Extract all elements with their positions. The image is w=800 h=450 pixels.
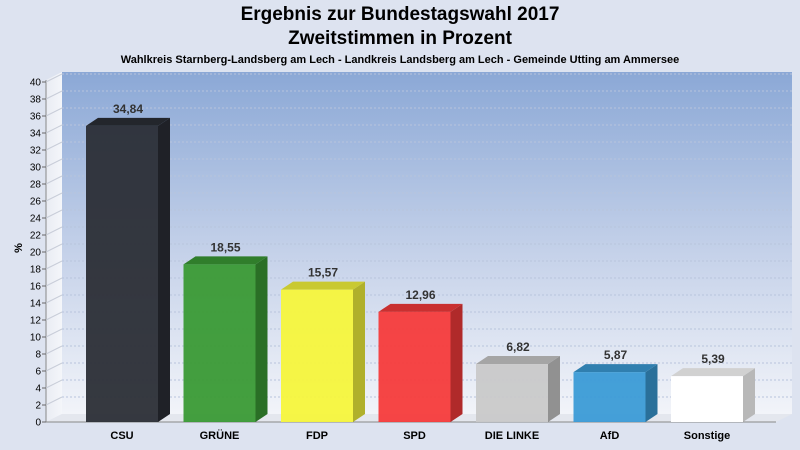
- gridline: [45, 73, 63, 83]
- bar-sonstige: 5,39: [671, 352, 755, 422]
- gridline: [45, 345, 63, 355]
- bar-top: [476, 356, 560, 365]
- bar-top: [281, 281, 365, 290]
- bar-side: [645, 364, 658, 422]
- y-tick-label: 10: [30, 333, 42, 344]
- bar: [476, 364, 548, 422]
- y-tick-label: 32: [30, 146, 42, 157]
- bar-top: [573, 364, 658, 373]
- data-label: 18,55: [210, 240, 240, 254]
- data-label: 5,39: [701, 352, 725, 366]
- bar-side: [158, 117, 170, 423]
- y-tick-label: 0: [35, 418, 41, 429]
- gridline: [45, 277, 63, 287]
- bar: [573, 372, 646, 422]
- bar-csu: 34,84: [86, 102, 170, 423]
- data-label: 6,82: [506, 340, 530, 354]
- gridline: [45, 362, 63, 372]
- data-label: 12,96: [405, 288, 435, 302]
- gridline: [45, 107, 63, 117]
- bar: [671, 376, 743, 422]
- y-tick-label: 8: [35, 350, 41, 361]
- x-axis: CSU GRÜNE FDP SPD DIE LINKE AfD Sonstige: [110, 429, 730, 442]
- bar-afd: 5,87: [573, 348, 658, 422]
- gridline: [45, 90, 63, 100]
- y-tick-label: 38: [30, 95, 42, 106]
- y-tick-label: 36: [30, 112, 42, 123]
- gridline: [45, 141, 63, 151]
- data-label: 34,84: [113, 102, 143, 116]
- y-tick-label: 26: [30, 197, 42, 208]
- gridline: [45, 226, 63, 236]
- y-tick-label: 28: [30, 180, 42, 191]
- y-axis-label: %: [13, 243, 25, 253]
- gridline: [45, 260, 63, 270]
- bar-side: [450, 303, 463, 422]
- gridline: [45, 328, 63, 338]
- bar-top: [378, 303, 463, 312]
- y-tick-label: 34: [30, 129, 42, 140]
- x-tick-label: DIE LINKE: [485, 430, 539, 442]
- y-tick-label: 30: [30, 163, 42, 174]
- gridline: [45, 243, 63, 253]
- gridline: [45, 209, 63, 219]
- bar-grüne: 18,55: [183, 240, 268, 422]
- gridline: [45, 175, 63, 185]
- bar-top: [183, 256, 268, 265]
- y-tick-label: 6: [35, 367, 41, 378]
- bars: 34,84 18,55 15,57 12,96 6,82 5,87 5,39: [86, 102, 755, 423]
- x-tick-label: FDP: [306, 430, 328, 442]
- gridline: [45, 379, 63, 389]
- bar-fdp: 15,57: [281, 266, 365, 422]
- gridline: [45, 124, 63, 134]
- bar: [183, 264, 256, 422]
- y-tick-label: 22: [30, 231, 42, 242]
- bar-top: [671, 368, 755, 377]
- gridline: [45, 396, 63, 406]
- y-tick-label: 20: [30, 248, 42, 259]
- chart-title: Ergebnis zur Bundestagswahl 2017: [240, 4, 560, 25]
- bar: [281, 289, 353, 422]
- chart-title-line2: Zweitstimmen in Prozent: [288, 28, 512, 49]
- gridline: [45, 192, 63, 202]
- bar-die-linke: 6,82: [476, 340, 560, 422]
- bar-side: [353, 281, 365, 422]
- bar-top: [86, 117, 170, 126]
- gridline: [45, 294, 63, 304]
- y-tick-label: 14: [30, 299, 42, 310]
- y-tick-label: 18: [30, 265, 42, 276]
- data-label: 5,87: [604, 348, 628, 362]
- bar-side: [548, 356, 560, 422]
- x-tick-label: Sonstige: [684, 430, 730, 442]
- x-tick-label: SPD: [403, 430, 426, 442]
- y-tick-label: 12: [30, 316, 42, 327]
- chart-subtitle: Wahlkreis Starnberg-Landsberg am Lech - …: [120, 54, 680, 66]
- x-tick-label: CSU: [110, 430, 133, 442]
- bar: [378, 311, 451, 422]
- data-label: 15,57: [308, 266, 338, 280]
- bar: [86, 125, 158, 423]
- bar-side: [255, 256, 268, 422]
- bar-spd: 12,96: [378, 288, 463, 422]
- bar-side: [743, 368, 755, 422]
- y-tick-label: 24: [30, 214, 42, 225]
- y-tick-label: 4: [35, 384, 41, 395]
- x-tick-label: AfD: [600, 430, 620, 442]
- gridline: [45, 158, 63, 168]
- x-tick-label: GRÜNE: [200, 429, 240, 442]
- y-tick-label: 16: [30, 282, 42, 293]
- y-tick-label: 40: [30, 78, 42, 89]
- y-tick-label: 2: [35, 401, 41, 412]
- gridline: [45, 311, 63, 321]
